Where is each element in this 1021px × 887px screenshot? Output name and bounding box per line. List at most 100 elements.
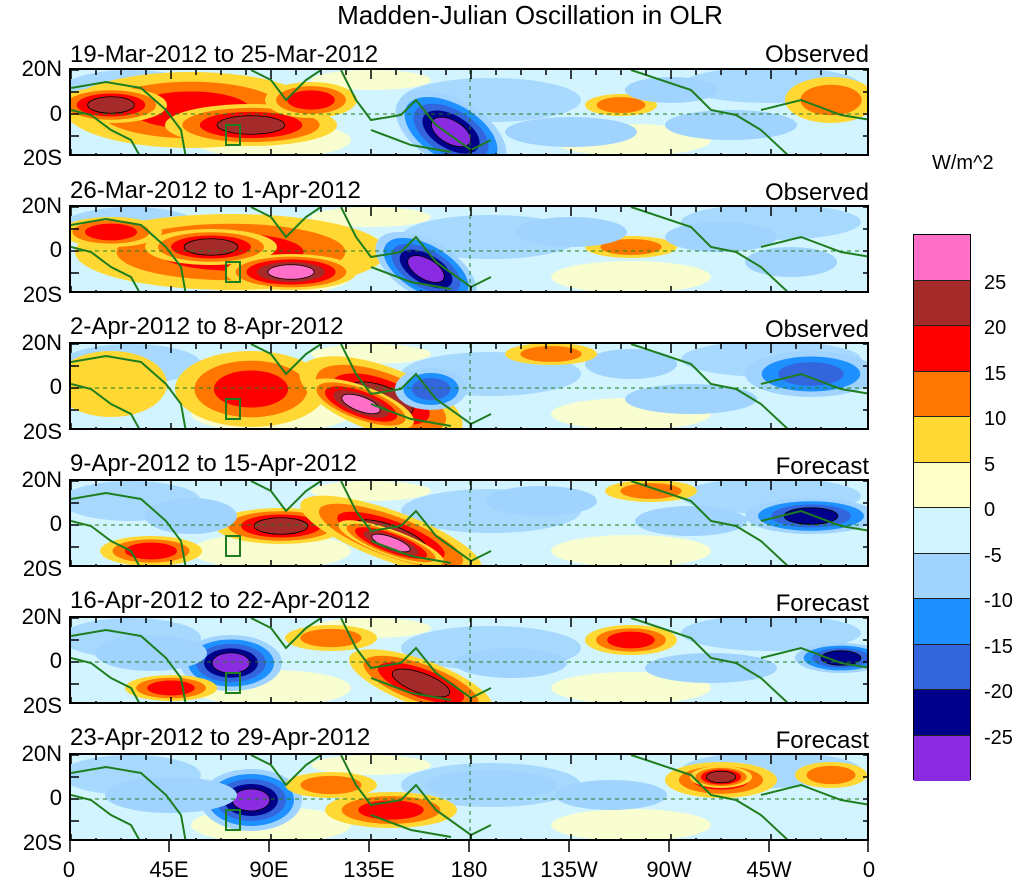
positive-olr-anomaly <box>605 481 697 502</box>
negative-olr-anomaly <box>645 653 777 683</box>
lat-label-20n: 20N <box>21 330 62 355</box>
lat-label-20n: 20N <box>21 604 62 629</box>
lat-label-0: 0 <box>49 101 62 126</box>
negative-olr-anomaly <box>505 117 637 147</box>
colorbar-swatch <box>914 235 970 281</box>
coastline-americas <box>630 70 867 154</box>
positive-olr-anomaly <box>795 762 867 788</box>
positive-olr-anomaly <box>505 344 597 365</box>
coastline-africa <box>71 628 187 702</box>
positive-olr-anomaly <box>71 351 167 417</box>
negative-olr-anomaly <box>455 648 567 678</box>
panel-4-date-range: 9-Apr-2012 to 15-Apr-2012 <box>70 450 357 477</box>
positive-olr-anomaly <box>265 82 357 118</box>
longitude-axis-ticks <box>69 840 869 852</box>
colorbar-label: 25 <box>984 272 1007 294</box>
lat-label-20s: 20S <box>22 145 62 170</box>
coastline-madagascar <box>225 124 241 146</box>
panel-1-kind: Observed <box>764 41 869 68</box>
positive-olr-anomaly <box>145 229 277 265</box>
coastline-americas <box>630 755 867 839</box>
colorbar-swatch <box>914 644 970 690</box>
coastline-india <box>250 755 322 787</box>
lat-label-0: 0 <box>49 511 62 536</box>
colorbar-label: -25 <box>984 727 1013 749</box>
negative-olr-anomaly <box>95 635 207 671</box>
colorbar-swatch <box>914 417 970 463</box>
background-anomaly <box>681 618 861 651</box>
negative-olr-anomaly <box>515 217 627 247</box>
panel-3-date-range: 2-Apr-2012 to 8-Apr-2012 <box>70 313 344 340</box>
lon-label-0-east: 0 <box>862 857 876 882</box>
colorbar-label: -15 <box>984 636 1013 658</box>
axis-ticks <box>71 70 867 154</box>
map-panel-2 <box>69 205 869 293</box>
map-panel-4 <box>69 479 869 567</box>
colorbar <box>913 234 971 781</box>
negative-olr-anomaly <box>485 486 597 516</box>
positive-olr-anomaly <box>338 520 444 565</box>
panel-3-kind: Observed <box>764 316 869 343</box>
positive-olr-anomaly <box>325 792 457 828</box>
coastline-madagascar <box>225 672 241 694</box>
negative-olr-anomaly <box>395 368 467 410</box>
panel-4-kind: Forecast <box>775 453 869 480</box>
lon-label-180: 180 <box>450 857 488 882</box>
map-panel-5 <box>69 616 869 704</box>
background-anomaly <box>311 755 431 775</box>
lat-label-20n: 20N <box>21 467 62 492</box>
coastline-maritime-continent <box>340 70 492 153</box>
lon-label-0: 0 <box>62 857 76 882</box>
coastline-maritime-continent <box>340 618 492 701</box>
colorbar-label: -10 <box>984 590 1013 612</box>
olr-anomaly-map <box>71 755 867 839</box>
coastline-madagascar <box>225 398 241 420</box>
colorbar-swatch <box>914 735 970 781</box>
coastline-madagascar <box>225 809 241 831</box>
negative-olr-anomaly <box>145 498 237 534</box>
negative-olr-anomaly <box>635 506 747 536</box>
lat-label-20s: 20S <box>22 556 62 581</box>
colorbar-label: 5 <box>984 454 996 476</box>
coastline-india <box>250 481 322 513</box>
lon-label-90w: 90W <box>646 857 692 882</box>
coastline-maritime-continent <box>340 344 492 427</box>
positive-olr-anomaly <box>585 625 677 655</box>
axis-ticks <box>71 207 867 291</box>
background-anomaly <box>551 261 711 291</box>
positive-olr-anomaly <box>285 625 377 651</box>
negative-olr-anomaly <box>625 77 717 103</box>
axis-ticks <box>71 481 867 565</box>
units-label: W/m^2 <box>932 152 994 174</box>
positive-olr-anomaly <box>285 772 377 798</box>
colorbar-label: 0 <box>984 499 996 521</box>
lat-label-20n: 20N <box>21 56 62 81</box>
positive-olr-anomaly <box>71 87 167 123</box>
positive-olr-anomaly <box>585 94 657 116</box>
coastline-americas <box>630 618 867 702</box>
panel-2-date-range: 26-Mar-2012 to 1-Apr-2012 <box>70 177 361 204</box>
panel-1-date-range: 19-Mar-2012 to 25-Mar-2012 <box>70 41 379 68</box>
coastline-africa <box>71 491 187 565</box>
colorbar-label: 15 <box>984 363 1007 385</box>
negative-olr-anomaly <box>555 780 667 810</box>
coastline-india <box>250 207 322 239</box>
lat-label-0: 0 <box>49 648 62 673</box>
lat-label-0: 0 <box>49 785 62 810</box>
olr-anomaly-map <box>71 70 867 154</box>
axis-ticks <box>71 755 867 839</box>
colorbar-swatch <box>914 553 970 599</box>
lon-label-135w: 135W <box>540 857 598 882</box>
negative-olr-anomaly <box>585 349 677 379</box>
panel-5-kind: Forecast <box>775 590 869 617</box>
positive-olr-anomaly <box>785 77 867 123</box>
lat-label-20n: 20N <box>21 741 62 766</box>
lat-label-20s: 20S <box>22 693 62 718</box>
colorbar-swatch <box>914 690 970 736</box>
panel-5-date-range: 16-Apr-2012 to 22-Apr-2012 <box>70 587 371 614</box>
positive-olr-anomaly <box>690 766 752 788</box>
lon-label-45e: 45E <box>149 857 189 882</box>
lon-label-45w: 45W <box>746 857 792 882</box>
colorbar-swatch <box>914 508 970 554</box>
colorbar-swatch <box>914 462 970 508</box>
